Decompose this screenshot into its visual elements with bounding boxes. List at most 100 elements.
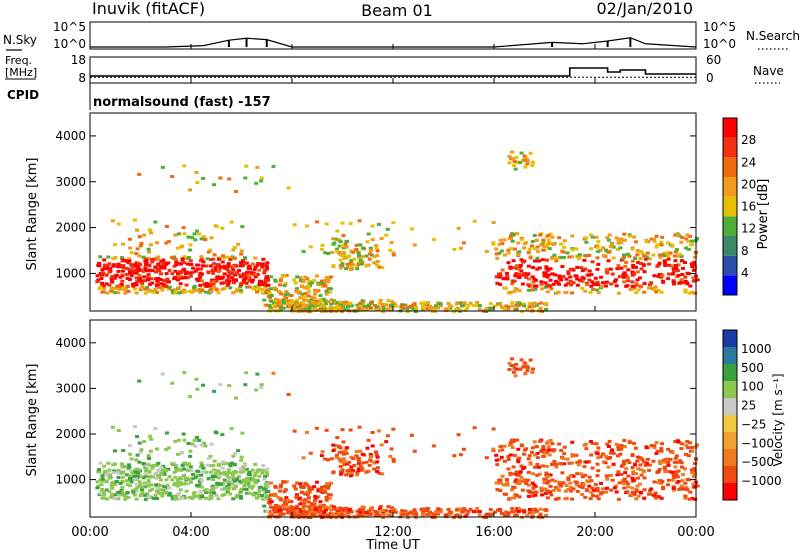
power-echo <box>126 289 131 293</box>
power-echo <box>374 305 379 309</box>
power-echo <box>670 272 675 276</box>
velocity-echo <box>115 471 120 475</box>
velocity-echo <box>630 476 635 480</box>
velocity-echo <box>292 429 297 433</box>
velocity-echo <box>109 495 114 499</box>
power-echo <box>584 254 589 258</box>
velocity-echo <box>599 481 604 485</box>
power-echo <box>537 266 542 270</box>
power-echo <box>507 161 512 165</box>
velocity-echo <box>233 470 238 474</box>
velocity-echo <box>95 486 100 490</box>
power-echo <box>681 281 686 285</box>
power-echo <box>232 256 237 260</box>
power-echo <box>135 280 140 284</box>
power-echo <box>340 253 345 257</box>
velocity-echo <box>583 442 588 446</box>
velocity-echo <box>314 480 319 484</box>
velocity-echo <box>174 466 179 470</box>
power-echo <box>684 237 689 241</box>
power-echo <box>278 302 283 306</box>
velocity-echo <box>166 446 171 450</box>
power-echo <box>142 275 147 279</box>
velocity-echo <box>232 452 237 456</box>
power-echo <box>198 259 203 263</box>
power-echo <box>95 274 100 278</box>
date-title: 02/Jan/2010 <box>596 0 693 18</box>
power-echo <box>107 270 112 274</box>
velocity-echo <box>504 478 509 482</box>
power-echo <box>652 274 657 278</box>
power-echo <box>263 268 268 272</box>
power-echo <box>544 307 549 311</box>
velocity-echo <box>269 505 274 509</box>
velocity-echo <box>548 438 553 442</box>
velocity-echo <box>528 462 533 466</box>
velocity-echo <box>146 479 151 483</box>
colorbar-tick-label: 4 <box>741 266 749 280</box>
power-echo <box>515 232 520 236</box>
power-echo <box>673 263 678 267</box>
velocity-echo <box>121 472 126 476</box>
power-echo <box>465 306 470 310</box>
velocity-echo <box>250 468 255 472</box>
velocity-echo <box>420 507 425 511</box>
power-echo <box>284 290 289 294</box>
power-echo <box>357 253 362 257</box>
power-echo <box>522 302 527 306</box>
power-echo <box>129 263 134 267</box>
power-echo <box>95 280 100 284</box>
velocity-echo <box>522 361 527 365</box>
power-echo <box>595 283 600 287</box>
power-echo <box>154 277 159 281</box>
velocity-echo <box>158 484 163 488</box>
velocity-echo <box>294 507 299 511</box>
velocity-echo <box>212 474 217 478</box>
power-echo <box>374 247 379 251</box>
power-echo <box>201 260 206 264</box>
power-echo <box>673 233 678 237</box>
power-echo <box>377 265 382 269</box>
velocity-echo <box>591 494 596 498</box>
power-echo <box>318 299 323 303</box>
power-echo <box>580 269 585 273</box>
velocity-echo <box>143 497 148 501</box>
power-echo <box>544 258 549 262</box>
power-echo <box>324 289 329 293</box>
power-echo <box>468 301 473 305</box>
velocity-echo <box>438 510 443 514</box>
velocity-echo <box>673 440 678 444</box>
velocity-echo <box>513 480 518 484</box>
power-echo <box>680 272 685 276</box>
velocity-echo <box>361 461 366 465</box>
power-echo <box>502 238 507 242</box>
power-echo <box>323 251 328 255</box>
power-echo <box>312 307 317 311</box>
velocity-echo <box>466 509 471 513</box>
power-echo <box>329 250 334 254</box>
power-echo <box>144 258 149 262</box>
velocity-echo <box>391 427 396 431</box>
velocity-echo <box>635 476 640 480</box>
velocity-echo <box>220 466 225 470</box>
power-echo <box>305 298 310 302</box>
velocity-echo <box>121 492 126 496</box>
power-echo <box>199 237 204 241</box>
velocity-echo <box>180 463 185 467</box>
velocity-echo <box>143 474 148 478</box>
velocity-echo <box>255 496 260 500</box>
velocity-echo <box>674 454 679 458</box>
velocity-echo <box>133 477 138 481</box>
power-echo <box>582 258 587 262</box>
colorbar-tick-label: 16 <box>741 200 756 214</box>
velocity-echo <box>531 367 536 371</box>
velocity-echo <box>127 474 132 478</box>
power-echo <box>497 251 502 255</box>
velocity-echo <box>336 511 341 515</box>
power-echo <box>180 290 185 294</box>
velocity-echo <box>500 474 505 478</box>
freq-label-1: Freq. <box>5 54 32 67</box>
power-echo <box>666 257 671 261</box>
velocity-echo <box>173 475 178 479</box>
power-echo <box>500 268 505 272</box>
